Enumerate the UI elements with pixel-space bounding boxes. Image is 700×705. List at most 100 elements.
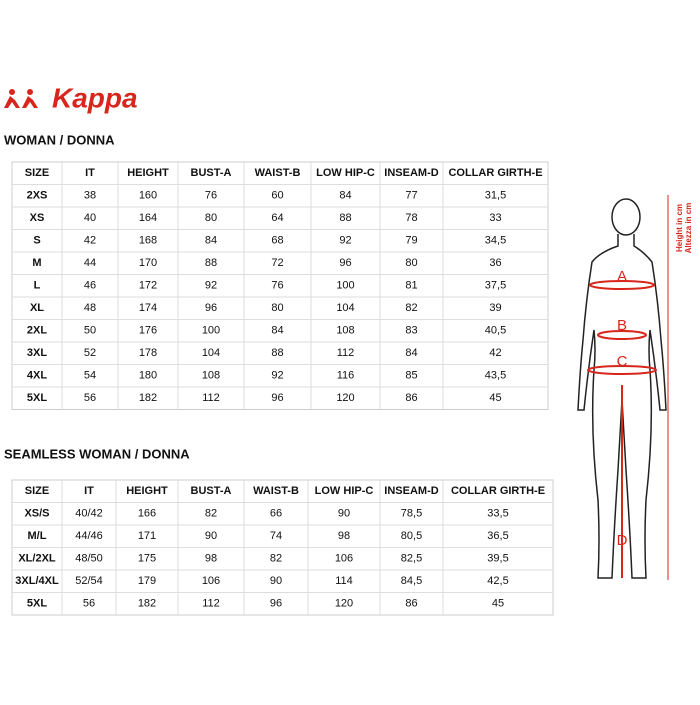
column-header: INSEAM-D	[384, 485, 438, 497]
table-cell: 52/54	[75, 575, 103, 587]
table-cell: 84	[271, 325, 283, 337]
table-cell: 96	[339, 257, 351, 269]
table-cell: 98	[205, 553, 217, 565]
table-cell: 82	[205, 508, 217, 520]
table-cell: 104	[202, 347, 220, 359]
table-cell: 68	[271, 235, 283, 247]
table-cell: 164	[139, 212, 157, 224]
table-cell: 76	[205, 190, 217, 202]
table-cell: 84,5	[401, 575, 422, 587]
column-header: SIZE	[25, 485, 49, 497]
column-header: BUST-A	[191, 167, 232, 179]
table-cell: 182	[139, 392, 157, 404]
table-cell: 116	[337, 370, 355, 382]
measure-label: B	[617, 317, 627, 334]
size-cell: XS	[30, 212, 45, 224]
table-cell: 100	[336, 280, 354, 292]
table-cell: 45	[492, 598, 504, 610]
logo-icon	[4, 89, 38, 108]
table-cell: 37,5	[485, 280, 506, 292]
column-header: HEIGHT	[126, 485, 168, 497]
table-cell: 81	[405, 280, 417, 292]
table-cell: 86	[405, 598, 417, 610]
table-cell: 39,5	[487, 553, 508, 565]
column-header: WAIST-B	[253, 485, 299, 497]
size-cell: 3XL	[27, 347, 47, 359]
size-cell: L	[34, 280, 41, 292]
column-header: LOW HIP-C	[315, 485, 374, 497]
table-cell: 76	[271, 280, 283, 292]
table-cell: 108	[336, 325, 354, 337]
table-cell: 45	[489, 392, 501, 404]
section-title: WOMAN / DONNA	[4, 132, 115, 147]
table-cell: 178	[139, 347, 157, 359]
table-cell: 50	[84, 325, 96, 337]
table-cell: 38	[84, 190, 96, 202]
table-cell: 179	[138, 575, 156, 587]
table-cell: 175	[138, 553, 156, 565]
table-cell: 48/50	[75, 553, 103, 565]
table-cell: 34,5	[485, 235, 506, 247]
table-cell: 112	[202, 392, 220, 404]
table-cell: 33,5	[487, 508, 508, 520]
table-cell: 182	[138, 598, 156, 610]
size-cell: M/L	[28, 530, 47, 542]
table-cell: 42,5	[487, 575, 508, 587]
column-header: LOW HIP-C	[316, 167, 375, 179]
table-cell: 60	[271, 190, 283, 202]
table-cell: 88	[271, 347, 283, 359]
table-cell: 48	[84, 302, 96, 314]
table-cell: 54	[84, 370, 96, 382]
column-header: COLLAR GIRTH-E	[448, 167, 542, 179]
size-cell: M	[32, 257, 41, 269]
size-cell: 2XL	[27, 325, 47, 337]
table-cell: 160	[139, 190, 157, 202]
table-cell: 106	[202, 575, 220, 587]
measure-label: A	[617, 268, 627, 285]
table-cell: 39	[489, 302, 501, 314]
table-cell: 112	[337, 347, 355, 359]
table-cell: 92	[271, 370, 283, 382]
measure-label: C	[617, 353, 628, 370]
table-cell: 82,5	[401, 553, 422, 565]
table-cell: 56	[83, 598, 95, 610]
size-cell: XL	[30, 302, 44, 314]
size-cell: XS/S	[24, 508, 49, 520]
table-cell: 33	[489, 212, 501, 224]
table-cell: 176	[139, 325, 157, 337]
table-cell: 84	[205, 235, 217, 247]
table-cell: 112	[202, 598, 220, 610]
measure-lines	[587, 195, 669, 580]
table-cell: 86	[405, 392, 417, 404]
table-cell: 172	[139, 280, 157, 292]
table-cell: 100	[202, 325, 220, 337]
size-cell: 5XL	[27, 598, 47, 610]
table-cell: 174	[139, 302, 157, 314]
table-cell: 92	[339, 235, 351, 247]
height-label: Height in cm	[675, 204, 684, 252]
size-cell: 4XL	[27, 370, 47, 382]
table-cell: 90	[270, 575, 282, 587]
table-cell: 78	[405, 212, 417, 224]
logo: Kappa	[4, 82, 138, 113]
table-cell: 80	[205, 212, 217, 224]
column-header: IT	[84, 485, 94, 497]
table-cell: 108	[202, 370, 220, 382]
table-cell: 98	[338, 530, 350, 542]
table-cell: 44	[84, 257, 96, 269]
table-cell: 79	[405, 235, 417, 247]
table-cell: 43,5	[485, 370, 506, 382]
table-cell: 77	[405, 190, 417, 202]
table-cell: 120	[336, 392, 354, 404]
table-cell: 92	[205, 280, 217, 292]
measure-label: D	[617, 532, 628, 549]
table-cell: 36,5	[487, 530, 508, 542]
column-header: COLLAR GIRTH-E	[451, 485, 545, 497]
size-cell: 3XL/4XL	[15, 575, 59, 587]
table-cell: 40,5	[485, 325, 506, 337]
height-label: Altezza in cm	[684, 203, 693, 254]
table-cell: 96	[205, 302, 217, 314]
table-cell: 80	[405, 257, 417, 269]
